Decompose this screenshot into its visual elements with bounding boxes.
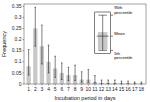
x-axis-label: Incubation period in days — [54, 95, 115, 101]
key-annotation-line: Mean — [114, 31, 125, 36]
error-bar — [34, 7, 36, 46]
x-tick-label: 4 — [47, 86, 50, 92]
x-tick-label: 2 — [34, 86, 37, 92]
x-tick-label: 5 — [54, 86, 57, 92]
key-whisker — [97, 15, 109, 50]
y-tick-label: 0.15 — [12, 47, 22, 53]
x-tick-label: 1 — [27, 86, 30, 92]
key: 95thpercentile Mean 5thpercentile — [95, 5, 133, 61]
error-bar — [54, 56, 56, 77]
error-bar — [141, 82, 143, 84]
error-bar — [114, 80, 116, 84]
x-tick-label: 18 — [139, 86, 145, 92]
error-bar — [74, 65, 76, 81]
error-bar — [88, 70, 90, 83]
key-annotation: 95thpercentile — [114, 5, 133, 15]
key-leader — [111, 50, 113, 51]
x-tick-label: 9 — [80, 86, 83, 92]
x-tick-label: 7 — [67, 86, 70, 92]
y-tick-label: 0.05 — [12, 70, 22, 76]
x-tick-label: 8 — [74, 86, 77, 92]
y-tick-label: 0 — [19, 81, 22, 87]
x-tick-label: 17 — [132, 86, 138, 92]
error-bar — [48, 45, 50, 73]
error-bar — [134, 82, 136, 84]
plot-marks — [26, 7, 143, 84]
key-annotation-line: percentile — [114, 55, 133, 60]
error-bar — [127, 81, 129, 84]
y-tick-label: 0.3 — [15, 14, 22, 20]
x-tick-label: 12 — [99, 86, 105, 92]
key-annotation: Mean — [114, 31, 125, 36]
error-bar — [28, 50, 30, 76]
x-tick-label: 13 — [105, 86, 111, 92]
error-bar — [107, 80, 109, 84]
y-tick-label: 0.2 — [15, 36, 22, 42]
error-bar — [94, 76, 96, 84]
x-tick-label: 10 — [86, 86, 92, 92]
y-tick-label: 0.25 — [12, 25, 22, 31]
plot-frame — [24, 4, 146, 84]
x-tick-label: 16 — [125, 86, 131, 92]
error-bar — [61, 63, 63, 80]
x-tick-label: 14 — [112, 86, 118, 92]
x-tick-label: 6 — [60, 86, 63, 92]
error-bar — [41, 25, 43, 64]
error-bar — [121, 81, 123, 84]
x-tick-label: 3 — [41, 86, 44, 92]
y-tick-label: 0.35 — [12, 3, 22, 9]
chart: 00.050.10.150.20.250.30.3512345678910111… — [0, 0, 150, 102]
y-tick-label: 0.1 — [15, 58, 22, 64]
key-leader — [111, 36, 113, 37]
key-annotation: 5thpercentile — [114, 51, 133, 61]
key-box — [95, 12, 111, 54]
key-leader — [111, 15, 113, 16]
x-tick-label: 11 — [92, 86, 97, 92]
error-bar — [81, 72, 83, 82]
x-tick-label: 15 — [119, 86, 125, 92]
error-bar — [68, 67, 70, 80]
key-annotation-line: percentile — [114, 10, 133, 15]
error-bar — [101, 80, 103, 84]
y-axis-label: Frequency — [1, 31, 7, 57]
